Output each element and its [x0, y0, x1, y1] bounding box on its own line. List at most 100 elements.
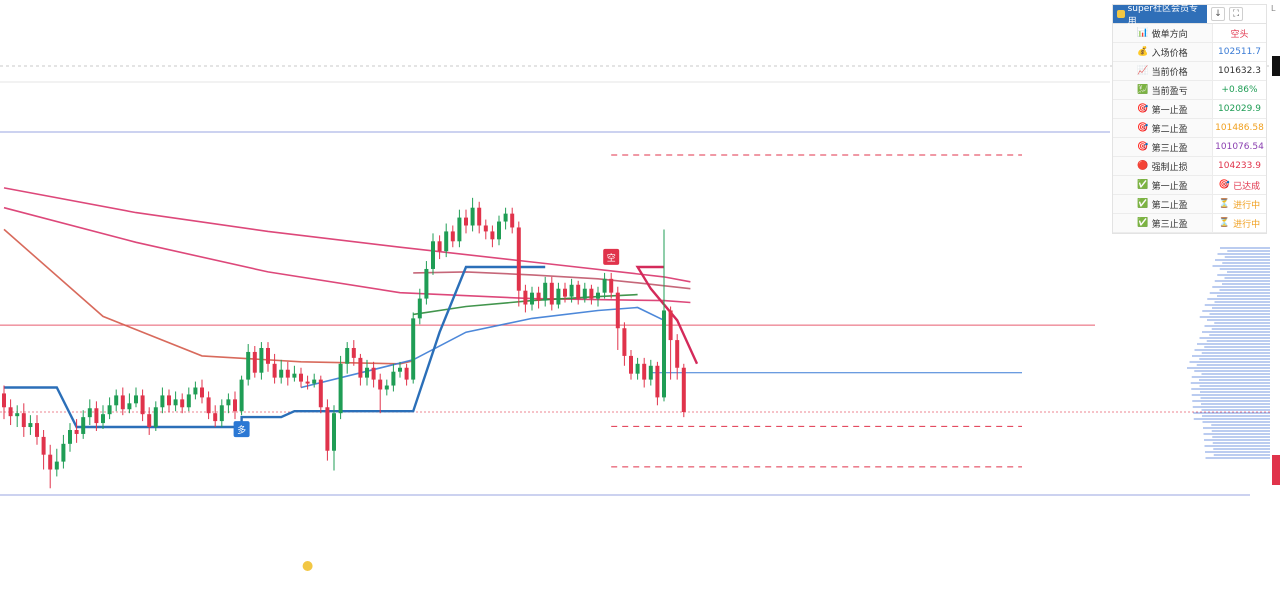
candle-body [543, 282, 548, 301]
candle-body [417, 298, 422, 319]
panel-row-label: ✅ 第三止盈 [1113, 214, 1213, 232]
candle-body [305, 381, 310, 384]
candle-body [200, 387, 204, 398]
candle-body [114, 395, 119, 406]
candle-body [589, 288, 594, 299]
fullscreen-button[interactable]: ⛶ [1229, 7, 1243, 21]
candle-body [279, 369, 284, 378]
panel-row-label: 🔴 强制止损 [1113, 157, 1213, 175]
row-label-text: 入场价格 [1151, 48, 1188, 59]
candle-body [404, 367, 409, 380]
panel-title-box: super社区会员专用 [1113, 4, 1207, 27]
candle-body [272, 363, 277, 378]
candle-body [332, 413, 336, 451]
row-icon: ✅ [1137, 180, 1149, 190]
panel-row-value: 101632.3 [1213, 62, 1266, 80]
panel-row-label: 🎯 第一止盈 [1113, 100, 1213, 118]
candle-body [345, 347, 350, 364]
row-value-text: 空头 [1230, 29, 1249, 40]
trade-signal-label: 多 [237, 424, 246, 436]
candle-body [563, 288, 567, 297]
candle-body [358, 357, 363, 378]
candle-body [450, 231, 455, 242]
candle-body [134, 395, 138, 404]
row-label-text: 第三止盈 [1151, 143, 1188, 154]
candle-body [365, 367, 369, 378]
trade-info-panel: super社区会员专用 ↓ ⛶ 📊 做单方向 空头 💰 入场价格 102511.7 📈 当前价… [1112, 4, 1267, 234]
candle-body [437, 241, 442, 252]
candle-body [167, 395, 171, 406]
candle-body [21, 413, 26, 428]
panel-row: ✅ 第二止盈 ⏳ 进行中 [1113, 195, 1266, 214]
candle-body [470, 207, 475, 226]
candle-body [325, 407, 330, 451]
row-icon: 📊 [1137, 28, 1149, 38]
candle-body [87, 408, 92, 418]
candle-body [635, 363, 640, 374]
candle-body [193, 387, 198, 395]
candle-body [477, 207, 482, 226]
row-value-text: 102029.9 [1218, 104, 1261, 114]
candle-body [180, 399, 185, 408]
panel-title: super社区会员专用 [1127, 4, 1198, 27]
candle-body [213, 413, 218, 422]
candle-body [424, 268, 429, 299]
candle-body [173, 399, 178, 406]
row-value-text: 进行中 [1233, 219, 1261, 230]
candle-body [226, 399, 231, 406]
row-label-text: 第三止盈 [1151, 219, 1188, 230]
moving-average-line [3, 228, 414, 365]
candle-body [252, 351, 257, 373]
candle-body [292, 373, 297, 378]
panel-row-value: 空头 [1213, 24, 1266, 42]
candle-body [371, 367, 376, 380]
moving-average-line [300, 306, 665, 389]
candle-body [318, 379, 323, 408]
collapse-button[interactable]: ↓ [1211, 7, 1225, 21]
corner-label: L [1271, 4, 1276, 13]
trade-signal-marker [603, 248, 620, 265]
candle-body [596, 292, 600, 299]
supertrend-long-line [4, 265, 546, 429]
panel-row-value: ⏳ 进行中 [1213, 195, 1266, 213]
status-icon: 🎯 [1218, 180, 1231, 190]
row-icon: 🎯 [1137, 142, 1149, 152]
panel-row-label: 🎯 第二止盈 [1113, 119, 1213, 137]
row-value-text: 进行中 [1233, 200, 1261, 211]
row-label-text: 当前盈亏 [1151, 86, 1188, 97]
candle-body [186, 394, 191, 408]
candle-body [153, 407, 158, 428]
supertrend-short-line [635, 265, 699, 365]
panel-row-label: ✅ 第一止盈 [1113, 176, 1213, 194]
candle-body [101, 414, 105, 424]
candle-body [107, 405, 112, 415]
candle-body [41, 436, 46, 455]
candle-body [483, 225, 488, 232]
row-icon: 📈 [1137, 66, 1149, 76]
candle-body [523, 290, 528, 305]
panel-row: 💰 入场价格 102511.7 [1113, 43, 1266, 62]
status-icon: ⏳ [1218, 218, 1231, 228]
candle-body [338, 363, 343, 414]
candle-body [219, 405, 224, 422]
panel-row: 📊 做单方向 空头 [1113, 24, 1266, 43]
moving-average-line [413, 271, 691, 290]
candle-body [582, 288, 587, 299]
candle-body [569, 284, 574, 297]
panel-row: 🎯 第三止盈 101076.54 [1113, 138, 1266, 157]
candle-body [464, 217, 468, 226]
candle-body [602, 278, 607, 293]
row-icon: ✅ [1137, 218, 1149, 228]
candle-body [497, 221, 501, 240]
panel-row: ✅ 第三止盈 ⏳ 进行中 [1113, 214, 1266, 233]
candle-body [556, 288, 561, 305]
candle-body [398, 367, 402, 372]
row-icon: 💹 [1137, 85, 1149, 95]
row-icon: 🔴 [1137, 161, 1149, 171]
candle-body [81, 417, 86, 434]
candle-body [549, 282, 554, 305]
row-label-text: 第二止盈 [1151, 124, 1188, 135]
row-value-text: 101486.58 [1215, 123, 1264, 133]
trade-signal-label: 空 [607, 252, 616, 264]
